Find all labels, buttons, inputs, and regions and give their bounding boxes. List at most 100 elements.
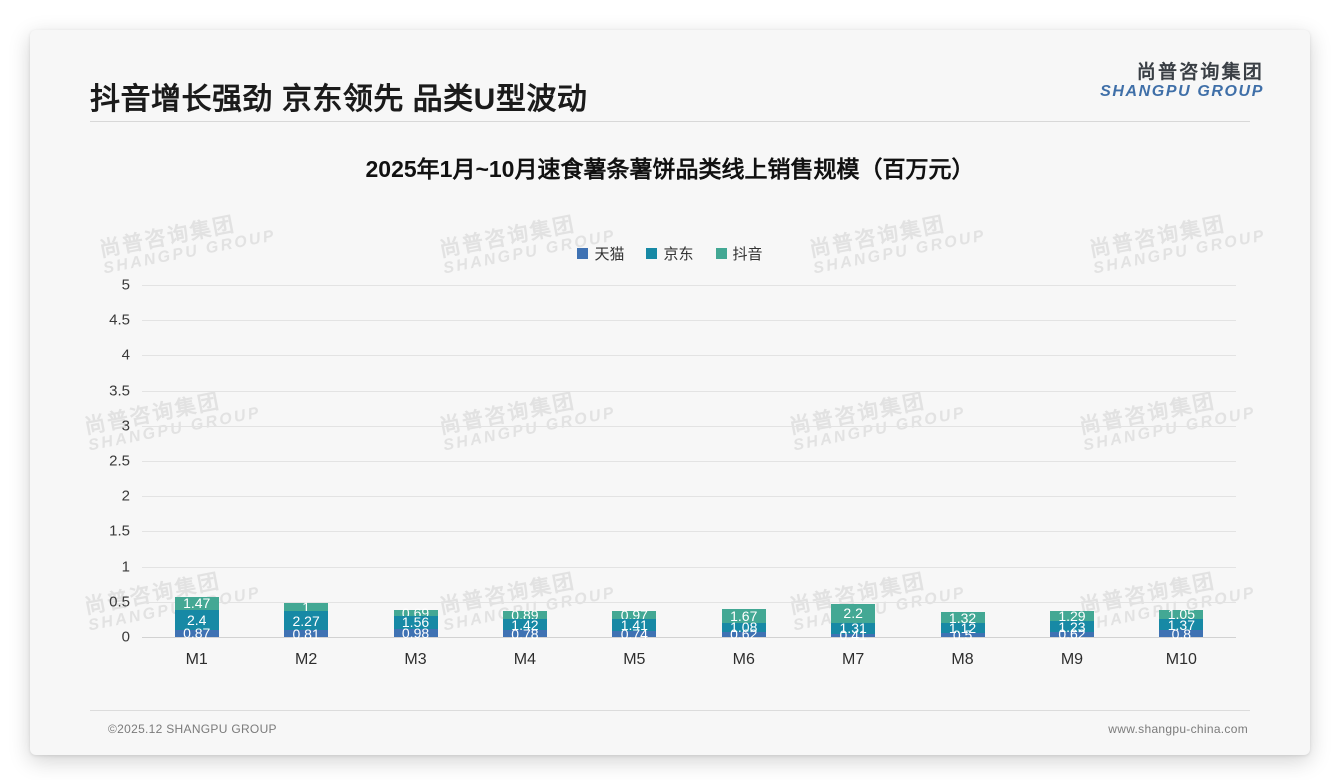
bar-value-label: 1.29 <box>1058 608 1086 625</box>
legend-item-京东[interactable]: 京东 <box>646 243 694 264</box>
legend-item-天猫[interactable]: 天猫 <box>577 243 624 264</box>
bar-segment-抖音[interactable]: 0.97 <box>612 608 657 622</box>
bar-value-label: 1 <box>302 598 310 615</box>
bar-segment-天猫[interactable]: 0.8 <box>1159 627 1204 641</box>
bar-segment-天猫[interactable]: 0.5 <box>940 628 985 642</box>
bar-value-label: 2.2 <box>843 605 863 622</box>
bar-value-label: 1.31 <box>839 620 867 637</box>
stacked-bar[interactable]: 2.2 1.31 0.41 <box>831 595 876 642</box>
chart-container: 尚普咨询集团 SHANGPU GROUP 尚普咨询集团 SHANGPU GROUP 尚普… <box>83 205 1268 685</box>
bar-group[interactable]: 1.05 1.37 0.8 M10 <box>1127 285 1236 668</box>
bar-group[interactable]: 1.47 2.4 0.87 M1 <box>142 285 251 668</box>
bar-group[interactable]: 0.69 1.56 0.98 M3 <box>361 285 470 668</box>
bar-segment-天猫[interactable]: 0.87 <box>174 626 219 640</box>
stacked-bar[interactable]: 0.69 1.56 0.98 <box>393 595 438 641</box>
y-axis-tick-label: 5 <box>121 276 130 294</box>
bar-segment-京东[interactable]: 1.12 <box>940 620 985 637</box>
y-axis-tick-label: 0.5 <box>109 593 130 611</box>
bar-value-label: 0.8 <box>1171 625 1192 642</box>
y-axis-tick-label: 3 <box>121 417 130 435</box>
bar-segment-京东[interactable]: 1.41 <box>612 616 657 633</box>
bar-value-label: 0.87 <box>183 625 211 642</box>
bar-segment-天猫[interactable]: 0.81 <box>284 627 329 641</box>
bar-segment-京东[interactable]: 2.27 <box>284 611 329 631</box>
gridline <box>142 285 1236 286</box>
stacked-bar[interactable]: 1 2.27 0.81 <box>284 595 329 641</box>
y-axis-tick-label: 0 <box>121 628 130 646</box>
bar-group[interactable]: 1 2.27 0.81 M2 <box>251 285 360 668</box>
stacked-bar[interactable]: 1.05 1.37 0.8 <box>1159 595 1204 641</box>
bar-segment-抖音[interactable]: 1.29 <box>1049 608 1094 625</box>
legend-item-抖音[interactable]: 抖音 <box>715 243 763 264</box>
y-axis-tick-label: 3.5 <box>109 382 130 400</box>
chart-legend: 天猫 京东 抖音 <box>90 243 1250 264</box>
footer-website: www.shangpu-china.com <box>1108 722 1248 736</box>
gridlines: 5 4.5 4 3.5 3 2.5 2 1.5 1 0.5 0 <box>109 277 1236 646</box>
bar-value-label: 0.78 <box>511 625 539 642</box>
bar-segment-天猫[interactable]: 0.62 <box>1049 627 1094 641</box>
bar-segment-抖音[interactable]: 1.05 <box>1159 607 1204 621</box>
bar-value-label: 1.42 <box>511 616 539 633</box>
slide-card: 抖音增长强劲 京东领先 品类U型波动 尚普咨询集团 SHANGPU GROUP … <box>30 30 1310 755</box>
x-axis-tick-label: M1 <box>185 651 208 668</box>
bar-segment-天猫[interactable]: 0.41 <box>831 628 876 642</box>
bar-value-label: 1.12 <box>948 620 977 637</box>
stacked-bar[interactable]: 1.29 1.23 0.62 <box>1049 595 1094 641</box>
stacked-bar[interactable]: 0.89 1.42 0.78 <box>502 595 547 641</box>
slide-header: 抖音增长强劲 京东领先 品类U型波动 尚普咨询集团 SHANGPU GROUP <box>30 30 1310 122</box>
footer-divider <box>90 710 1250 711</box>
stacked-bar[interactable]: 0.97 1.41 0.74 <box>612 595 657 641</box>
bar-segment-抖音[interactable]: 1.32 <box>940 611 985 625</box>
gridline <box>142 566 1236 568</box>
bar-value-label: 1.41 <box>620 616 648 633</box>
x-axis-tick-label: M7 <box>842 651 865 668</box>
bar-segment-京东[interactable]: 1.31 <box>831 620 876 637</box>
bar-segment-京东[interactable]: 1.08 <box>721 620 766 634</box>
bar-group[interactable]: 1.32 1.12 0.5 M8 <box>908 285 1017 668</box>
stacked-bar[interactable]: 1.67 1.08 0.62 <box>721 595 766 641</box>
y-axis-tick-label: 2 <box>121 487 130 505</box>
x-axis-tick-label: M5 <box>623 651 646 668</box>
bar-group[interactable]: 2.2 1.31 0.41 M7 <box>798 285 907 668</box>
gridline <box>142 461 1236 462</box>
bar-group[interactable]: 0.89 1.42 0.78 M4 <box>470 285 579 668</box>
bar-segment-抖音[interactable]: 0.89 <box>502 608 547 622</box>
bar-value-label: 1.56 <box>401 614 430 631</box>
bar-segment-天猫[interactable]: 0.74 <box>612 627 657 641</box>
bar-segment-天猫[interactable]: 0.78 <box>502 627 547 641</box>
bar-value-label: 0.98 <box>401 624 430 641</box>
gridline <box>142 601 1236 603</box>
bar-value-label: 0.74 <box>620 625 648 642</box>
bar-segment-天猫[interactable]: 0.98 <box>393 624 438 641</box>
y-axis-tick-label: 4 <box>121 346 130 364</box>
plot-area: 5 4.5 4 3.5 3 2.5 2 1.5 1 0.5 0 1.47 2.4 0.87 M1 1 2.27… <box>109 277 1236 668</box>
bar-segment-京东[interactable]: 1.37 <box>1159 618 1204 632</box>
bar-segment-京东[interactable]: 1.23 <box>1049 620 1094 634</box>
y-axis-tick-label: 4.5 <box>109 311 130 329</box>
y-axis-tick-label: 2.5 <box>109 452 130 470</box>
legend-label: 天猫 <box>594 246 625 263</box>
bar-segment-天猫[interactable]: 0.62 <box>721 627 766 641</box>
gridline <box>142 355 1236 357</box>
bar-value-label: 1.47 <box>183 595 211 612</box>
bar-group[interactable]: 0.97 1.41 0.74 M5 <box>580 285 689 668</box>
bar-value-label: 2.27 <box>292 612 320 629</box>
y-axis-tick-label: 1 <box>121 558 130 576</box>
bar-segment-抖音[interactable]: 1.47 <box>174 595 219 612</box>
x-axis-tick-label: M3 <box>404 651 427 668</box>
bar-segment-京东[interactable]: 2.4 <box>174 609 219 630</box>
stacked-bar[interactable]: 1.47 2.4 0.87 <box>174 595 219 640</box>
stacked-bar[interactable]: 1.32 1.12 0.5 <box>940 595 985 642</box>
footer-copyright: ©2025.12 SHANGPU GROUP <box>108 722 277 736</box>
bar-segment-抖音[interactable]: 1 <box>284 598 329 615</box>
bar-group[interactable]: 1.67 1.08 0.62 M6 <box>689 285 798 668</box>
bar-segment-抖音[interactable]: 1.67 <box>721 608 766 623</box>
bar-groups: 1.47 2.4 0.87 M1 1 2.27 0.81 M2 0.69 1.56 0.98 M3 0.… <box>142 285 1236 668</box>
legend-swatch-icon <box>577 248 589 259</box>
bar-segment-抖音[interactable]: 2.2 <box>831 604 876 623</box>
logo-chinese-text: 尚普咨询集团 <box>1136 62 1264 83</box>
bar-segment-京东[interactable]: 1.56 <box>393 614 438 631</box>
bar-segment-京东[interactable]: 1.42 <box>502 616 547 633</box>
gridline <box>142 320 1236 322</box>
bar-group[interactable]: 1.29 1.23 0.62 M9 <box>1017 285 1126 668</box>
